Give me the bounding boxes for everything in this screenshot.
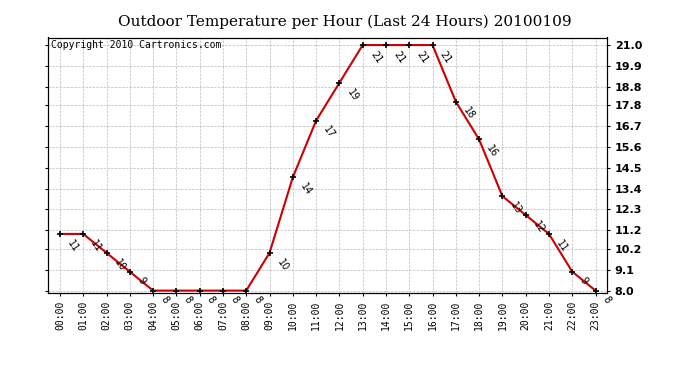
Text: 10: 10 (112, 257, 127, 273)
Text: 12: 12 (531, 219, 546, 235)
Text: 19: 19 (345, 87, 360, 103)
Text: 11: 11 (66, 238, 81, 254)
Text: 9: 9 (135, 276, 147, 286)
Text: 9: 9 (578, 276, 589, 286)
Text: Copyright 2010 Cartronics.com: Copyright 2010 Cartronics.com (51, 40, 221, 50)
Text: 16: 16 (484, 144, 500, 159)
Text: 21: 21 (391, 49, 407, 65)
Text: 8: 8 (182, 295, 194, 306)
Text: 10: 10 (275, 257, 290, 273)
Text: 11: 11 (89, 238, 104, 254)
Text: Outdoor Temperature per Hour (Last 24 Hours) 20100109: Outdoor Temperature per Hour (Last 24 Ho… (118, 15, 572, 29)
Text: 21: 21 (368, 49, 384, 65)
Text: 17: 17 (322, 125, 337, 141)
Text: 21: 21 (415, 49, 430, 65)
Text: 8: 8 (228, 295, 240, 306)
Text: 14: 14 (298, 182, 313, 197)
Text: 8: 8 (601, 295, 613, 306)
Text: 21: 21 (438, 49, 453, 65)
Text: 18: 18 (462, 106, 477, 122)
Text: 8: 8 (252, 295, 264, 306)
Text: 8: 8 (159, 295, 170, 306)
Text: 11: 11 (555, 238, 570, 254)
Text: 13: 13 (508, 200, 523, 216)
Text: 8: 8 (205, 295, 217, 306)
